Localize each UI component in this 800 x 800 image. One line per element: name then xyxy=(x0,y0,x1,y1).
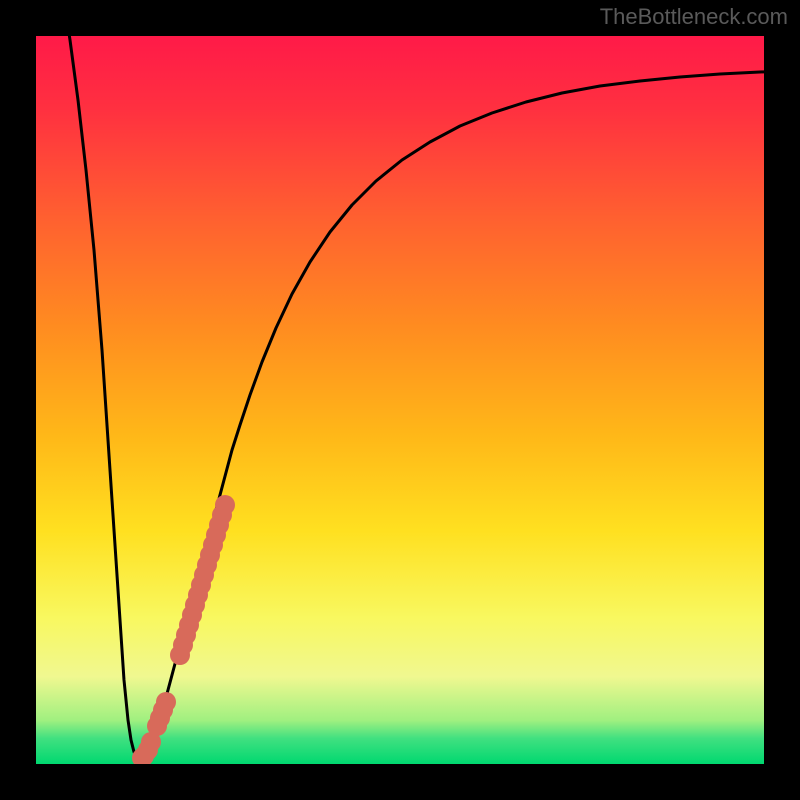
marker-point xyxy=(215,495,235,515)
bottleneck-curve-chart xyxy=(0,0,800,800)
chart-gradient-background xyxy=(36,36,764,764)
marker-point xyxy=(156,692,176,712)
chart-container: TheBottleneck.com xyxy=(0,0,800,800)
